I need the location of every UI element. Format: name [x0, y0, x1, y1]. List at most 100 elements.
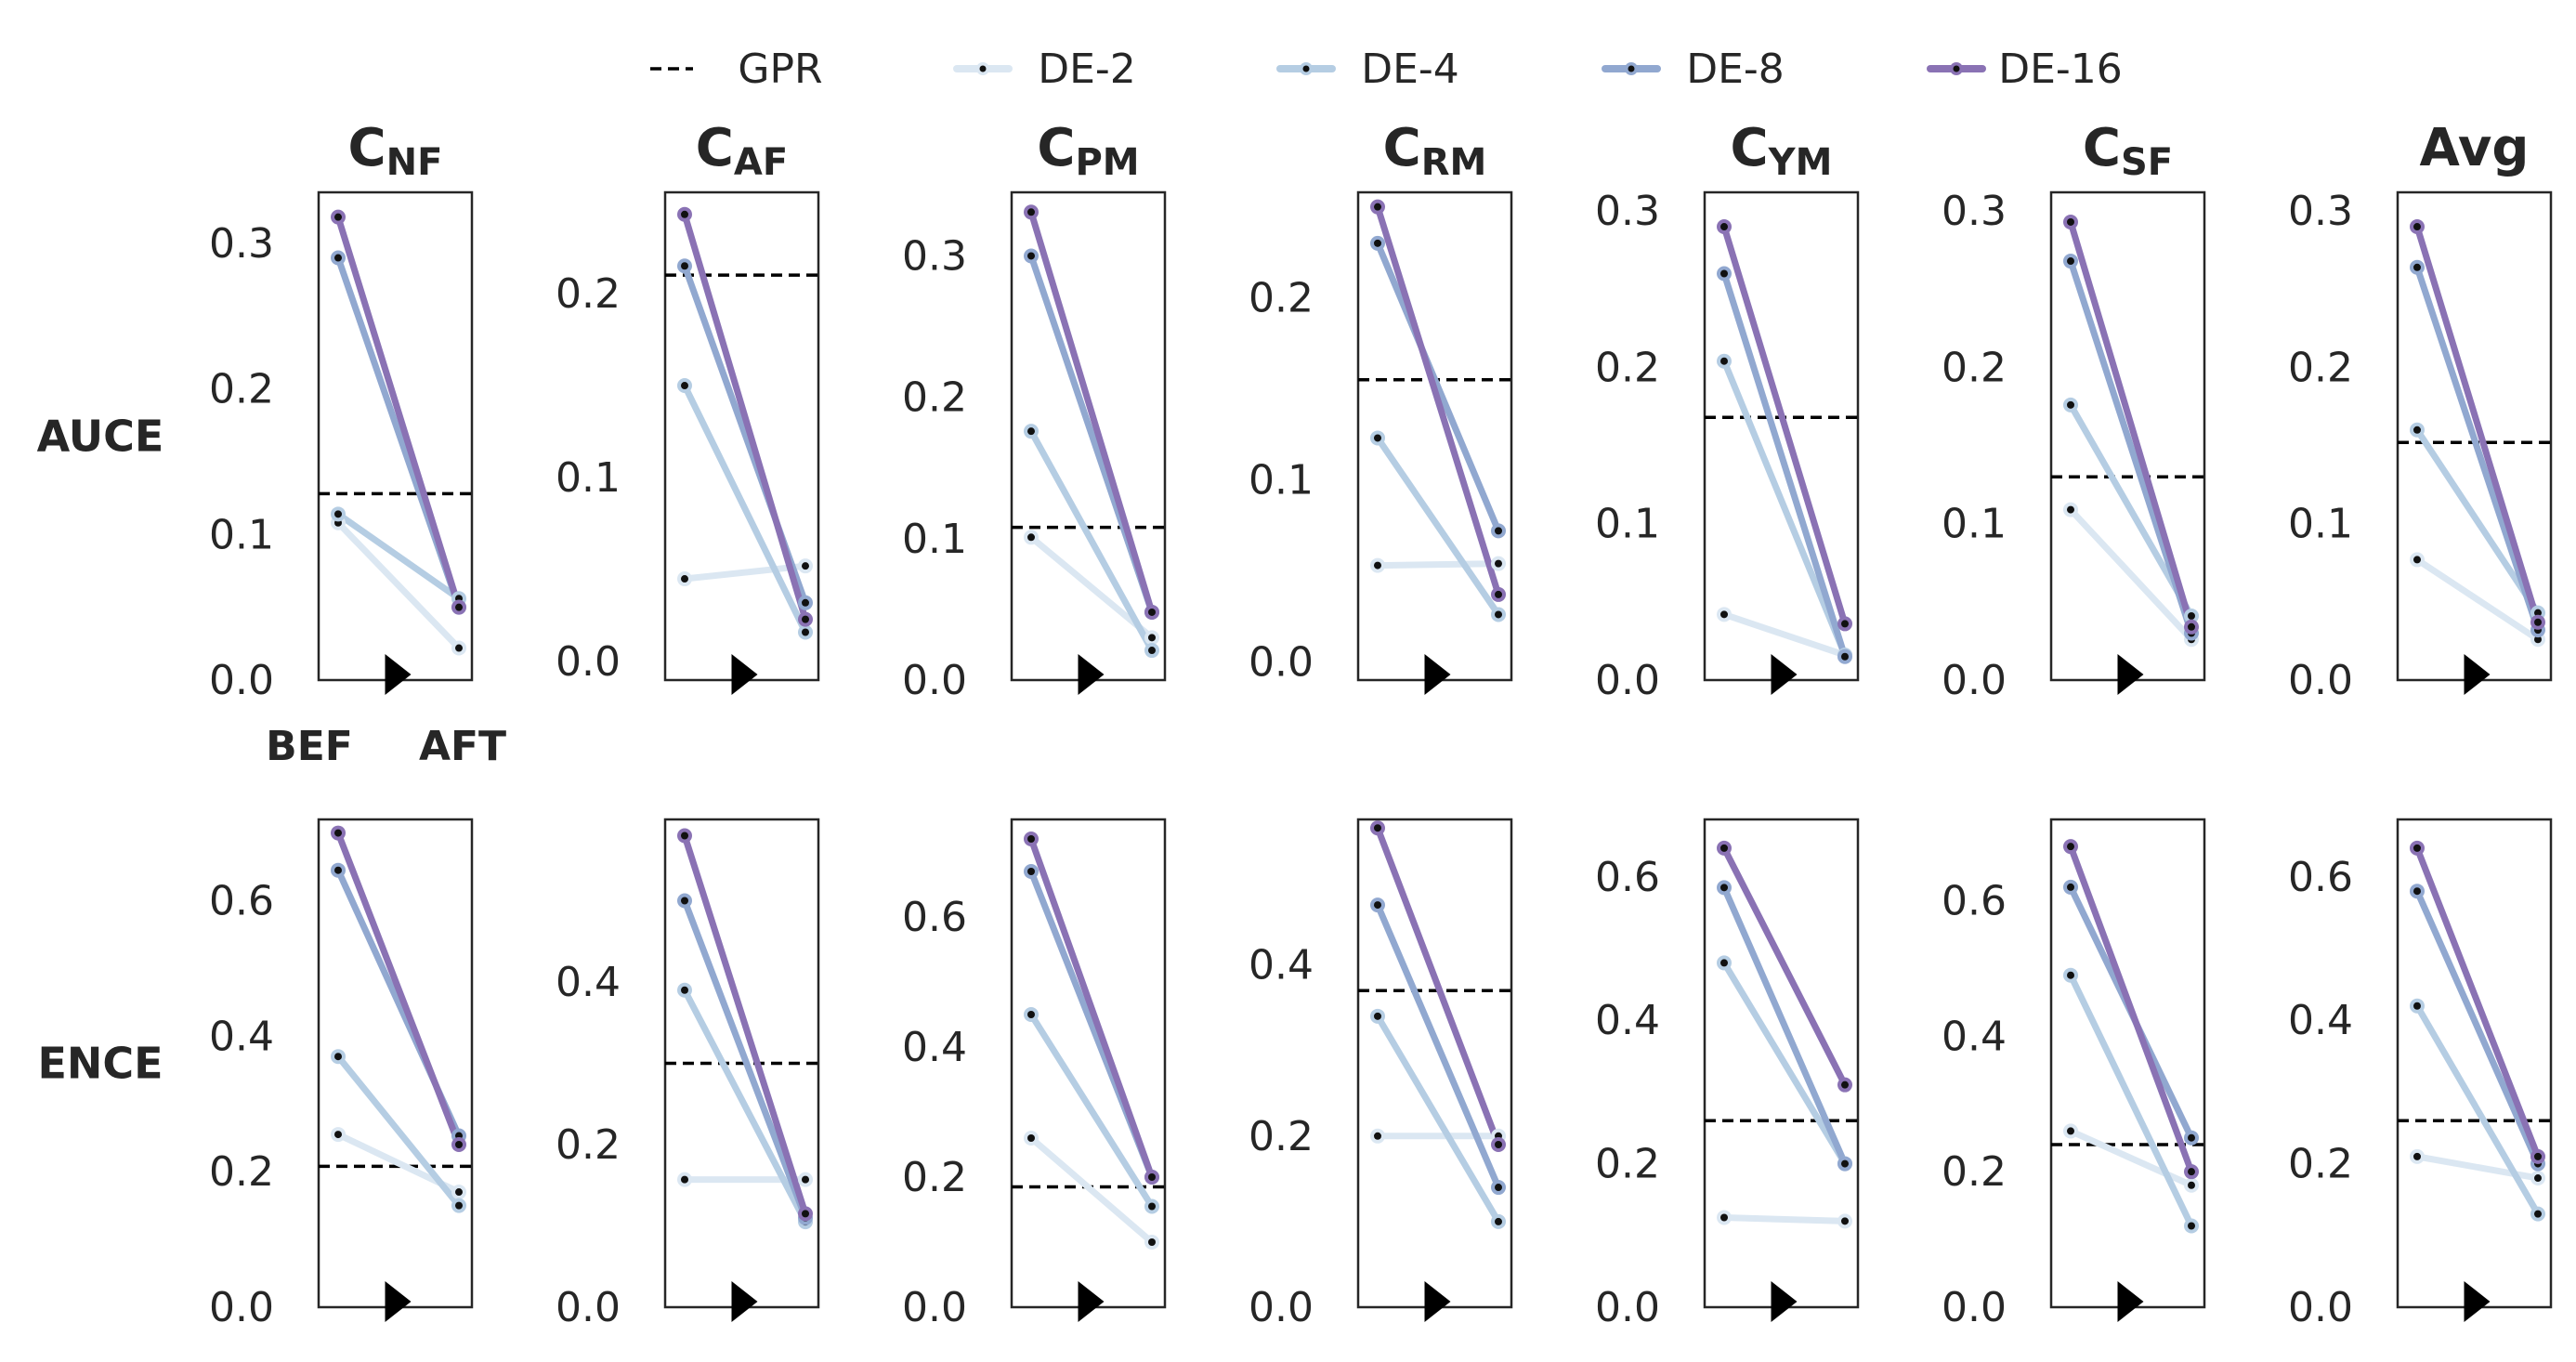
point-de-8-bef	[1720, 884, 1728, 892]
point-de-16-aft	[1841, 1080, 1849, 1089]
point-de-16-aft	[2188, 1168, 2195, 1176]
point-de-16-bef	[1374, 203, 1381, 211]
point-de-16-bef	[681, 210, 688, 218]
y-tick-label: 0.0	[556, 638, 621, 686]
point-de-16-aft	[2188, 622, 2195, 631]
x-label-bef: BEF	[266, 723, 353, 770]
legend-marker	[1953, 65, 1960, 72]
series-line-de-16	[2067, 843, 2195, 1175]
point-de-16-aft	[1148, 608, 1156, 616]
panel-ence-csf: 0.0 0.2 0.4 0.6	[1942, 818, 2206, 1331]
point-de-16-bef	[1374, 824, 1381, 832]
y-tick-label: 0.1	[902, 516, 967, 563]
point-de-8-aft	[1495, 1184, 1502, 1192]
y-tick-label: 0.4	[1249, 942, 1314, 989]
point-de-2-bef	[2413, 1152, 2421, 1160]
point-de-8-bef	[681, 262, 688, 270]
y-tick-label: 0.1	[1249, 457, 1314, 504]
before-after-arrow-icon	[1078, 1281, 1105, 1322]
point-de-8-bef	[2067, 257, 2074, 266]
series-line-de-4	[2067, 972, 2195, 1229]
before-after-arrow-icon	[385, 654, 412, 695]
point-de-8-bef	[1720, 269, 1728, 278]
y-tick-label: 0.3	[2288, 188, 2353, 235]
panel-auce-cnf: CNF 0.0 0.1 0.2 0.3 BEF AFT	[209, 118, 506, 770]
before-after-arrow-icon	[1771, 1281, 1798, 1322]
legend-label: GPR	[738, 46, 822, 93]
point-de-8-aft	[2188, 1133, 2195, 1142]
before-after-arrow-icon	[1771, 654, 1798, 695]
point-de-16-bef	[1027, 835, 1035, 843]
series-line-de-16	[2413, 845, 2542, 1160]
series-line-de-4	[334, 1053, 463, 1210]
y-tick-label: 0.6	[2288, 854, 2353, 901]
series-line-de-4	[1720, 358, 1849, 659]
point-de-16-bef	[1720, 844, 1728, 852]
y-tick-label: 0.0	[1249, 638, 1314, 686]
panel-auce-crm: CRM 0.0 0.1 0.2	[1249, 118, 1513, 695]
series-line-de-16	[334, 214, 463, 611]
legend-label: DE-4	[1361, 46, 1459, 93]
point-de-16-bef	[2413, 844, 2421, 852]
y-tick-label: 0.2	[902, 374, 967, 422]
point-de-8-aft	[1841, 652, 1849, 661]
column-title: CSF	[2083, 118, 2173, 184]
y-tick-label: 0.3	[902, 232, 967, 280]
y-tick-label: 0.0	[1942, 657, 2007, 704]
point-de-2-aft	[802, 562, 809, 570]
panel-frame	[1356, 818, 1513, 1309]
point-de-4-aft	[2534, 1210, 2542, 1218]
before-after-arrow-icon	[731, 654, 758, 695]
panel-ence-avg: 0.0 0.2 0.4 0.6	[2288, 818, 2553, 1331]
y-tick-label: 0.2	[2288, 344, 2353, 391]
y-tick-label: 0.4	[902, 1024, 967, 1071]
point-de-2-bef	[2067, 1127, 2074, 1135]
point-de-16-bef	[2067, 217, 2074, 226]
point-de-4-bef	[1374, 1012, 1381, 1020]
series-line-de-2	[2413, 1153, 2542, 1182]
point-de-2-aft	[1148, 1238, 1156, 1246]
y-tick-label: 0.1	[2288, 501, 2353, 548]
point-de-4-bef	[1720, 959, 1728, 967]
legend-label: DE-8	[1686, 46, 1785, 93]
point-de-2-bef	[1720, 610, 1728, 619]
column-title: CPM	[1037, 118, 1139, 184]
series-line-de-8	[2413, 264, 2542, 634]
point-de-4-aft	[1148, 647, 1156, 655]
point-de-4-bef	[334, 1053, 342, 1061]
point-de-4-aft	[1495, 1217, 1502, 1225]
point-de-2-bef	[334, 1131, 342, 1139]
point-de-4-aft	[1495, 610, 1502, 619]
y-tick-label: 0.4	[2288, 997, 2353, 1044]
y-tick-label: 0.0	[1595, 1284, 1660, 1331]
series-line-de-16	[681, 832, 809, 1217]
series-line-de-2	[2067, 1127, 2195, 1189]
series-line-de-4	[2413, 426, 2542, 617]
legend-marker	[979, 65, 987, 72]
column-title: CYM	[1731, 118, 1833, 184]
before-after-arrow-icon	[1424, 654, 1451, 695]
y-tick-label: 0.2	[556, 1121, 621, 1169]
series-line-de-2	[1027, 1134, 1156, 1246]
point-de-2-aft	[1495, 559, 1502, 568]
point-de-16-bef	[681, 832, 688, 840]
point-de-4-aft	[2534, 609, 2542, 617]
y-tick-label: 0.2	[556, 270, 621, 318]
y-tick-label: 0.2	[902, 1154, 967, 1201]
point-de-4-bef	[1374, 434, 1381, 442]
y-tick-label: 0.1	[209, 511, 274, 558]
point-de-8-bef	[681, 897, 688, 905]
column-title: CAF	[696, 118, 788, 184]
before-after-arrow-icon	[2464, 654, 2491, 695]
series-line-de-2	[681, 562, 809, 583]
series-line-de-4	[334, 510, 463, 602]
point-de-2-aft	[455, 1188, 463, 1197]
before-after-arrow-icon	[1424, 1281, 1451, 1322]
point-de-4-aft	[455, 1201, 463, 1210]
point-de-2-bef	[1374, 1132, 1381, 1140]
panel-auce-avg: Avg 0.0 0.1 0.2 0.3	[2288, 118, 2553, 704]
panel-auce-cym: CYM 0.0 0.1 0.2 0.3	[1595, 118, 1860, 704]
before-after-arrow-icon	[2117, 654, 2144, 695]
point-de-2-aft	[1148, 634, 1156, 642]
y-tick-label: 0.1	[1595, 501, 1660, 548]
